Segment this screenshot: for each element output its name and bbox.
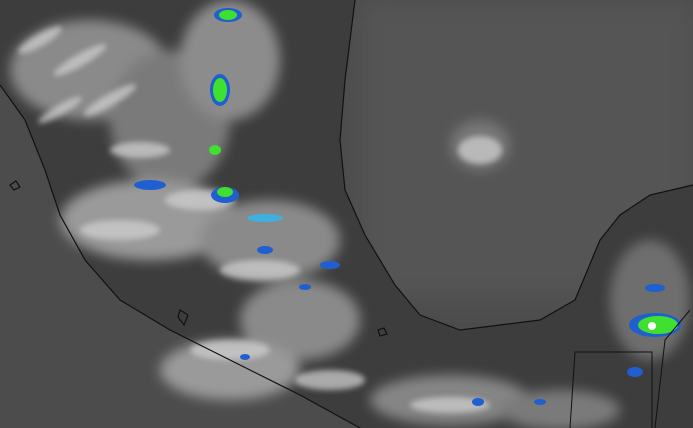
borders — [569, 309, 691, 428]
storm-cells — [134, 8, 681, 406]
